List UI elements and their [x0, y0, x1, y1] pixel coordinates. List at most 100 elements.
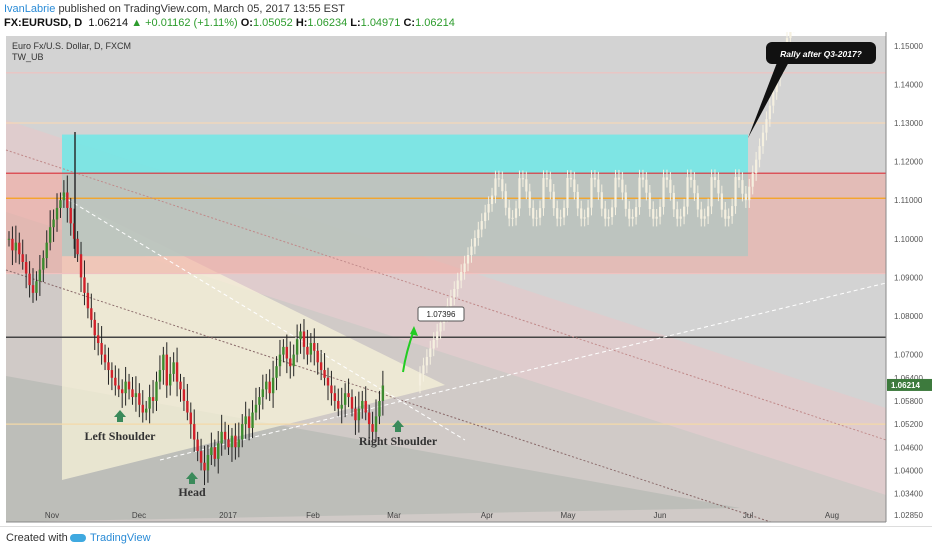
candle-body — [182, 389, 186, 401]
candle-body — [151, 397, 155, 401]
y-tick-label: 1.07000 — [894, 351, 923, 360]
candle-body — [319, 362, 323, 371]
candle-body — [11, 238, 14, 251]
candle-body — [66, 192, 69, 208]
x-tick-label: Nov — [45, 511, 59, 520]
projected-body — [473, 238, 476, 247]
projected-body — [713, 177, 717, 180]
candle-body — [268, 381, 271, 394]
candles — [7, 175, 385, 486]
projected-body — [453, 288, 456, 298]
candle-body — [103, 354, 107, 363]
candle-body — [381, 385, 385, 401]
candle-body — [96, 335, 100, 344]
y-tick-label: 1.03400 — [894, 490, 923, 499]
y-tick-label: 1.11000 — [894, 196, 923, 205]
projected-body — [429, 348, 432, 357]
candle-body — [217, 443, 220, 459]
candle-body — [90, 308, 93, 320]
projected-body — [641, 177, 645, 180]
candle-body — [220, 431, 223, 444]
y-tick-label: 1.02850 — [894, 511, 923, 520]
candle-body — [52, 219, 55, 228]
candle-body — [367, 412, 371, 425]
projected-body — [665, 177, 669, 180]
candle-body — [31, 285, 35, 293]
candle-body — [251, 412, 254, 428]
projected-body — [659, 206, 662, 217]
footer: Created with TradingView — [0, 526, 932, 551]
candle-body — [299, 331, 302, 340]
last-price: 1.06214 — [88, 17, 129, 29]
projected-body — [652, 209, 655, 219]
projected-body — [456, 280, 459, 289]
price-callout-box — [417, 306, 465, 322]
projected-body — [477, 229, 480, 239]
projected-body — [696, 193, 699, 210]
projected-body — [508, 207, 511, 219]
y-tick-label: 1.08000 — [894, 312, 923, 321]
candle-body — [155, 381, 158, 401]
projected-body — [693, 179, 696, 194]
candle-body — [302, 331, 306, 347]
projected-body — [724, 209, 727, 219]
candle-body — [48, 227, 52, 243]
projected-body — [775, 78, 778, 93]
candle-body — [55, 207, 59, 220]
projected-body — [576, 191, 579, 209]
projected-body — [669, 179, 672, 193]
candle-body — [237, 439, 241, 448]
candle-body — [313, 343, 316, 351]
projected-body — [717, 179, 720, 194]
close-value: 1.06214 — [415, 17, 455, 29]
projected-body — [525, 179, 528, 192]
projected-body — [556, 208, 559, 219]
candle-body — [72, 223, 76, 239]
projected-body — [731, 206, 734, 217]
y-tick-label: 1.12000 — [894, 158, 923, 167]
tradingview-logo[interactable]: TradingView — [70, 532, 151, 544]
projected-body — [580, 208, 583, 219]
projected-body — [727, 216, 730, 219]
x-tick-label: Mar — [387, 511, 401, 520]
projected-body — [734, 177, 737, 207]
candle-body — [326, 377, 330, 386]
bubble-tail — [748, 60, 790, 138]
candle-body — [100, 343, 103, 355]
author-link[interactable]: IvanLabrie — [4, 3, 56, 15]
candle-body — [223, 431, 227, 440]
x-tick-label: Dec — [132, 511, 146, 520]
price-chart[interactable]: 1.07396 Rally after Q3-2017? Left Shoulder… — [0, 32, 932, 526]
candle-body — [193, 424, 196, 440]
projected-body — [511, 217, 514, 219]
projected-body — [562, 207, 566, 218]
high-value: 1.06234 — [307, 17, 348, 29]
candle-body — [117, 385, 120, 390]
created-with-text: Created with — [6, 532, 68, 544]
projected-body — [703, 216, 706, 219]
neckline — [61, 195, 466, 441]
projected-body — [569, 177, 573, 180]
candle-body — [210, 447, 213, 455]
projected-body — [566, 177, 569, 208]
candle-body — [343, 393, 347, 405]
candle-body — [271, 377, 275, 394]
projected-body — [741, 180, 744, 194]
candle-body — [110, 370, 114, 378]
projected-body — [772, 92, 775, 106]
chart-title: Euro Fx/U.S. Dollar, D, FXCM — [12, 41, 131, 51]
projected-body — [535, 217, 538, 219]
candle-body — [254, 404, 258, 413]
y-tick-label: 1.04000 — [894, 466, 923, 475]
x-tick-label: Jun — [654, 511, 667, 520]
projected-body — [707, 206, 710, 217]
projected-body — [590, 177, 593, 208]
price-callout-label: 1.07396 — [427, 310, 456, 319]
projected-body — [737, 177, 741, 181]
projected-body — [676, 209, 679, 219]
candle-body — [354, 408, 357, 421]
projected-body — [614, 177, 617, 208]
candle-body — [295, 339, 299, 355]
candle-body — [230, 435, 234, 448]
cloud-icon — [70, 534, 86, 543]
